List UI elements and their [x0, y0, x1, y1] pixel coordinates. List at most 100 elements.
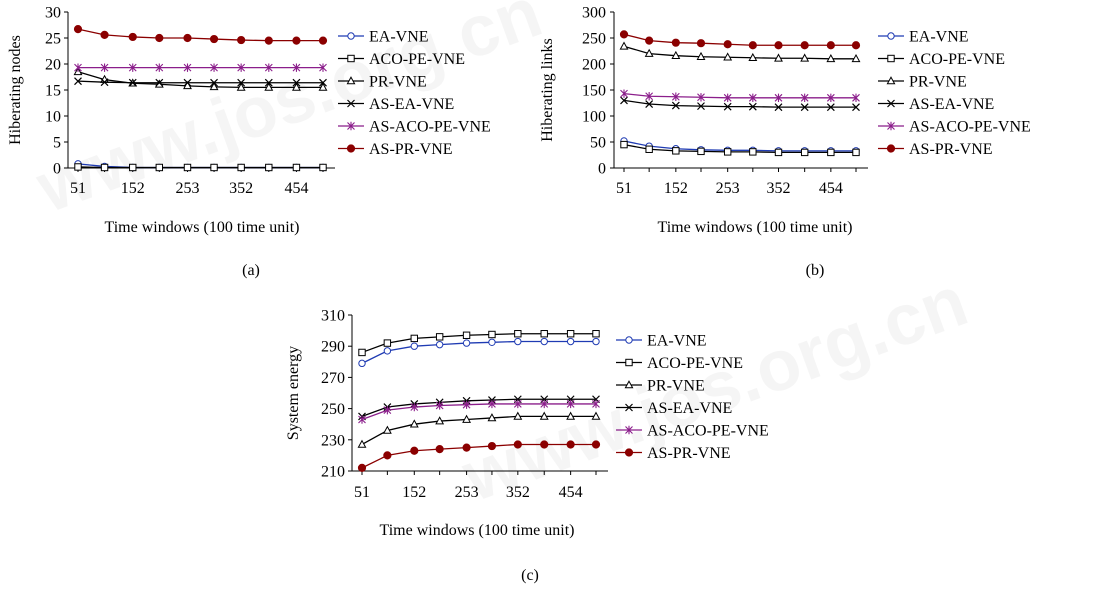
data-point-shape [697, 102, 705, 111]
data-point [74, 163, 82, 171]
series-line [361, 443, 596, 469]
data-point-shape [128, 78, 137, 87]
series-as-pr-vne [619, 30, 861, 50]
data-point [827, 148, 835, 157]
data-point [264, 78, 273, 87]
data-point [319, 163, 327, 172]
x-tick-label: 152 [402, 484, 426, 501]
x-tick-label: 253 [716, 180, 740, 197]
data-point [210, 63, 218, 72]
data-point [264, 63, 273, 72]
data-point-shape [435, 333, 444, 341]
legend-item: EA-VNE [616, 333, 707, 350]
legend-marker-shape [625, 358, 633, 367]
legend-marker [625, 336, 633, 344]
data-point [435, 401, 444, 410]
data-point [100, 30, 109, 39]
data-point-shape [409, 419, 419, 428]
data-point [826, 41, 835, 50]
legend-label: PR-VNE [647, 378, 705, 395]
data-point-shape [264, 36, 273, 45]
data-point [292, 36, 301, 45]
data-point [73, 25, 83, 34]
series-as-aco-pe-vne [358, 399, 600, 424]
data-point-shape [292, 36, 301, 45]
data-point [749, 148, 757, 156]
legend-item: PR-VNE [878, 74, 967, 91]
data-point-shape [671, 92, 680, 101]
data-point-shape [540, 440, 549, 449]
data-point-shape [435, 416, 445, 425]
data-point-shape [645, 92, 654, 101]
data-point [292, 78, 301, 87]
data-point [183, 78, 192, 87]
data-point-shape [155, 63, 164, 72]
legend-item: EA-VNE [338, 29, 429, 46]
legend-label: ACO-PE-VNE [369, 51, 465, 68]
data-point-shape [723, 148, 732, 156]
data-point-shape [155, 33, 164, 43]
y-tick-label: 50 [590, 135, 606, 152]
data-point [826, 53, 836, 63]
data-point-shape [620, 96, 628, 105]
legend-marker-shape [624, 448, 634, 457]
data-point [209, 34, 219, 44]
legend-marker-shape [347, 121, 355, 131]
legend-item: AS-EA-VNE [338, 96, 454, 113]
data-point [319, 78, 327, 87]
data-point-shape [100, 163, 109, 172]
data-point-shape [774, 53, 783, 62]
legend-marker [625, 403, 633, 412]
legend-label: EA-VNE [369, 29, 429, 46]
data-point [155, 163, 164, 172]
data-point [210, 163, 218, 172]
legend-item: PR-VNE [616, 378, 705, 395]
series-line [77, 166, 323, 169]
y-tick-label: 30 [45, 5, 61, 22]
x-axis-label: Time windows (100 time unit) [105, 219, 300, 236]
legend-item: AS-ACO-PE-VNE [616, 423, 769, 440]
data-point [852, 93, 860, 102]
legend-label: AS-EA-VNE [647, 400, 732, 417]
data-point-shape [514, 337, 522, 346]
series-line [361, 340, 596, 364]
data-point [851, 41, 861, 50]
data-point [487, 413, 497, 422]
data-point [852, 103, 860, 112]
legend-label: EA-VNE [909, 29, 969, 46]
data-point [513, 440, 522, 449]
data-point-shape [74, 163, 82, 171]
data-point-shape [462, 414, 472, 423]
data-point-shape [210, 78, 218, 87]
y-tick-label: 300 [582, 5, 606, 22]
data-point [671, 38, 680, 47]
legend-marker [347, 32, 355, 40]
data-point [671, 101, 680, 110]
data-point [183, 63, 192, 72]
data-point [74, 63, 82, 72]
data-point [826, 103, 835, 112]
legend-marker [886, 76, 896, 85]
legend-marker [346, 144, 356, 153]
series-line [623, 140, 856, 152]
data-point-shape [645, 145, 653, 153]
data-point [800, 148, 809, 157]
data-point [723, 102, 732, 111]
legend-marker [625, 358, 633, 367]
data-point-shape [264, 63, 273, 72]
data-point-shape [774, 148, 783, 157]
legend-marker [624, 448, 634, 457]
legend-label: AS-EA-VNE [909, 96, 994, 113]
data-point-shape [410, 342, 418, 350]
data-point-shape [319, 78, 327, 87]
data-point [539, 411, 549, 420]
data-point-shape [566, 411, 576, 420]
legend-marker [887, 54, 895, 63]
data-point [462, 443, 471, 452]
data-point-shape [319, 163, 327, 172]
y-tick-label: 310 [321, 308, 345, 325]
data-point [619, 30, 629, 39]
data-point-shape [671, 38, 680, 47]
data-point-shape [851, 41, 861, 50]
panel-label: (b) [806, 262, 825, 279]
